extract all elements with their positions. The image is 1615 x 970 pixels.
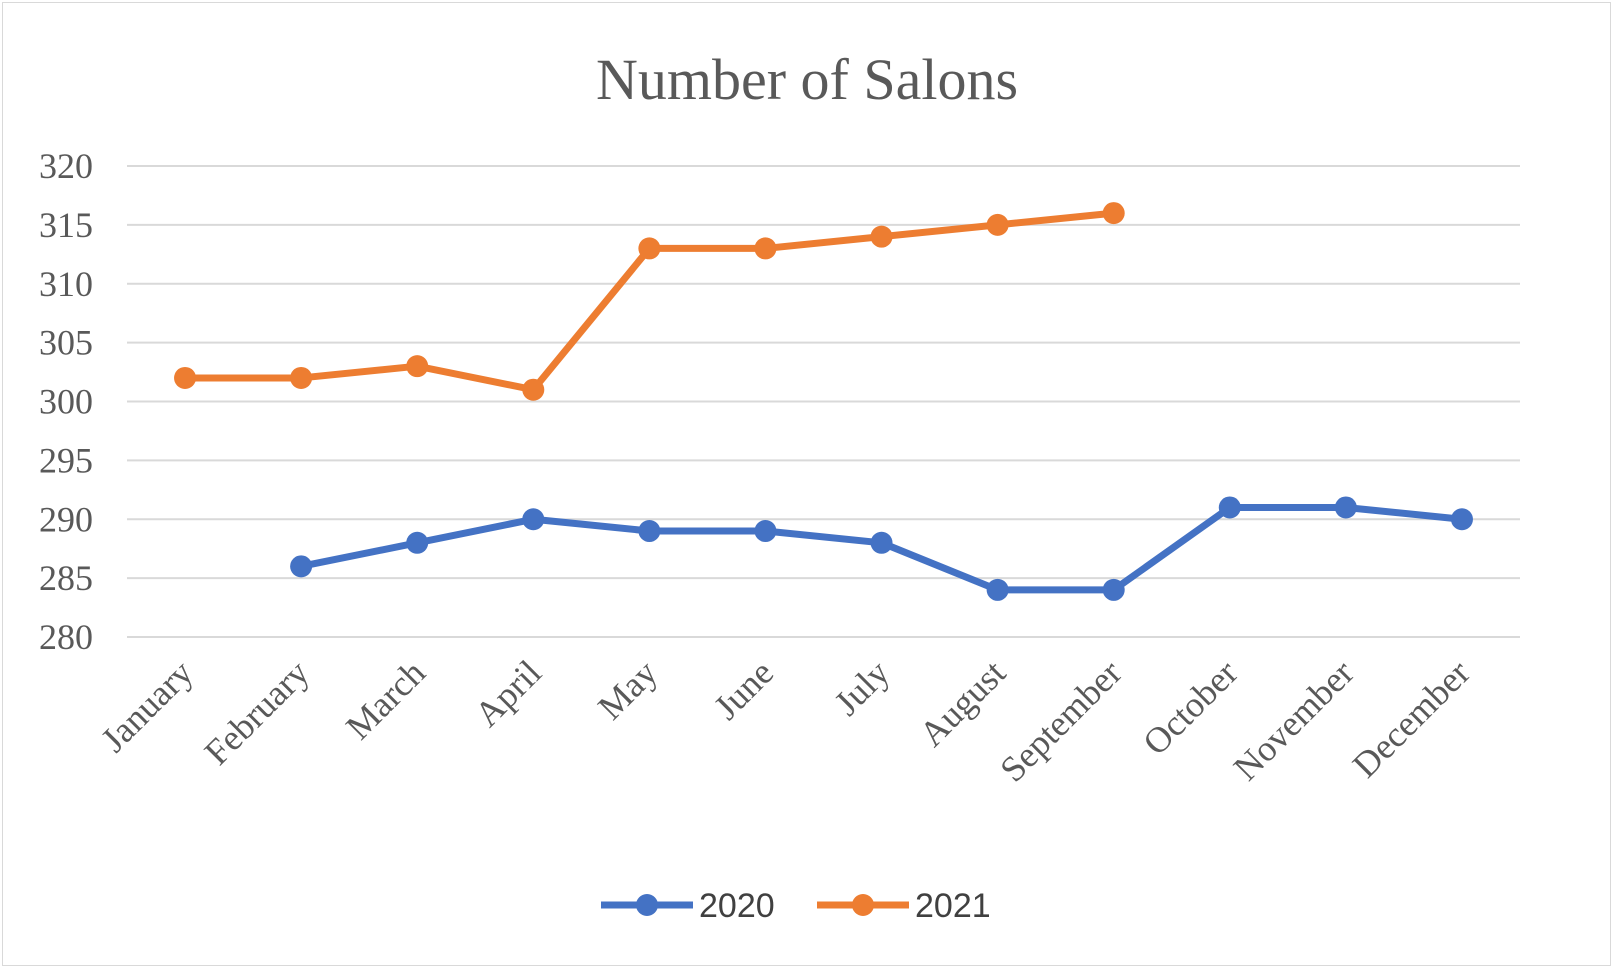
- data-point: [290, 366, 313, 389]
- data-point: [522, 508, 545, 531]
- data-point: [638, 520, 661, 543]
- x-tick-label: December: [1345, 652, 1478, 785]
- y-tick-label: 320: [39, 146, 93, 186]
- legend-swatch-marker: [852, 894, 874, 916]
- y-tick-label: 290: [39, 499, 93, 539]
- x-tick-label: November: [1226, 652, 1362, 788]
- y-tick-label: 280: [39, 617, 93, 657]
- legend-item: 2020: [601, 887, 775, 925]
- x-tick-label: January: [93, 652, 200, 759]
- y-tick-label: 300: [39, 382, 93, 422]
- line-chart: Number of Salons 280 285 290 295 300 305 310 31…: [39, 47, 1520, 925]
- legend-item: 2021: [817, 887, 991, 925]
- data-point: [870, 531, 893, 554]
- data-point: [1334, 496, 1357, 519]
- x-tick-label: February: [197, 652, 317, 772]
- series-lines: [174, 202, 1473, 601]
- x-tick-label: July: [826, 652, 897, 723]
- data-point: [174, 366, 197, 389]
- data-point: [406, 355, 429, 378]
- y-axis-tick-labels: 280 285 290 295 300 305 310 315 320: [39, 146, 93, 657]
- data-point: [1102, 202, 1125, 225]
- data-point: [290, 555, 313, 578]
- x-tick-label: September: [992, 652, 1129, 789]
- data-point: [406, 531, 429, 554]
- data-point: [1218, 496, 1241, 519]
- chart-title: Number of Salons: [596, 47, 1018, 112]
- legend: 2020 2021: [601, 887, 991, 925]
- series-2021: [174, 202, 1125, 401]
- y-tick-label: 310: [39, 264, 93, 304]
- gridlines: [127, 165, 1520, 638]
- x-tick-label: October: [1135, 652, 1245, 762]
- x-tick-label: June: [706, 652, 781, 727]
- data-point: [754, 237, 777, 260]
- legend-swatch-marker: [636, 894, 658, 916]
- x-tick-label: March: [338, 652, 433, 747]
- x-tick-label: August: [911, 652, 1013, 754]
- x-tick-label: April: [467, 652, 549, 734]
- y-tick-label: 305: [39, 323, 93, 363]
- y-tick-label: 315: [39, 205, 93, 245]
- y-tick-label: 295: [39, 440, 93, 480]
- x-tick-label: May: [590, 652, 665, 727]
- data-point: [1450, 508, 1473, 531]
- data-point: [754, 520, 777, 543]
- data-point: [870, 225, 893, 248]
- data-point: [522, 378, 545, 401]
- y-tick-label: 285: [39, 558, 93, 598]
- data-point: [986, 213, 1009, 236]
- data-point: [1102, 578, 1125, 601]
- data-point: [986, 578, 1009, 601]
- series-2020: [290, 496, 1473, 601]
- legend-label: 2020: [699, 887, 775, 925]
- legend-label: 2021: [915, 887, 991, 925]
- data-point: [638, 237, 661, 260]
